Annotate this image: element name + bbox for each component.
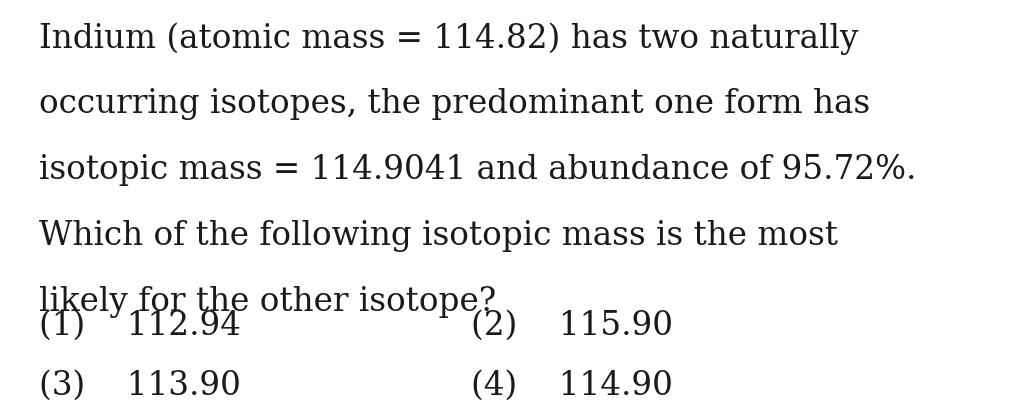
- Text: Indium (atomic mass = 114.82) has two naturally: Indium (atomic mass = 114.82) has two na…: [39, 22, 858, 55]
- Text: (3)    113.90: (3) 113.90: [39, 370, 241, 402]
- Text: Which of the following isotopic mass is the most: Which of the following isotopic mass is …: [39, 220, 838, 252]
- Text: (2)    115.90: (2) 115.90: [471, 310, 673, 342]
- Text: isotopic mass = 114.9041 and abundance of 95.72%.: isotopic mass = 114.9041 and abundance o…: [39, 154, 916, 186]
- Text: (4)    114.90: (4) 114.90: [471, 370, 673, 402]
- Text: likely for the other isotope?: likely for the other isotope?: [39, 286, 497, 318]
- Text: occurring isotopes, the predominant one form has: occurring isotopes, the predominant one …: [39, 88, 870, 120]
- Text: (1)    112.94: (1) 112.94: [39, 310, 241, 342]
